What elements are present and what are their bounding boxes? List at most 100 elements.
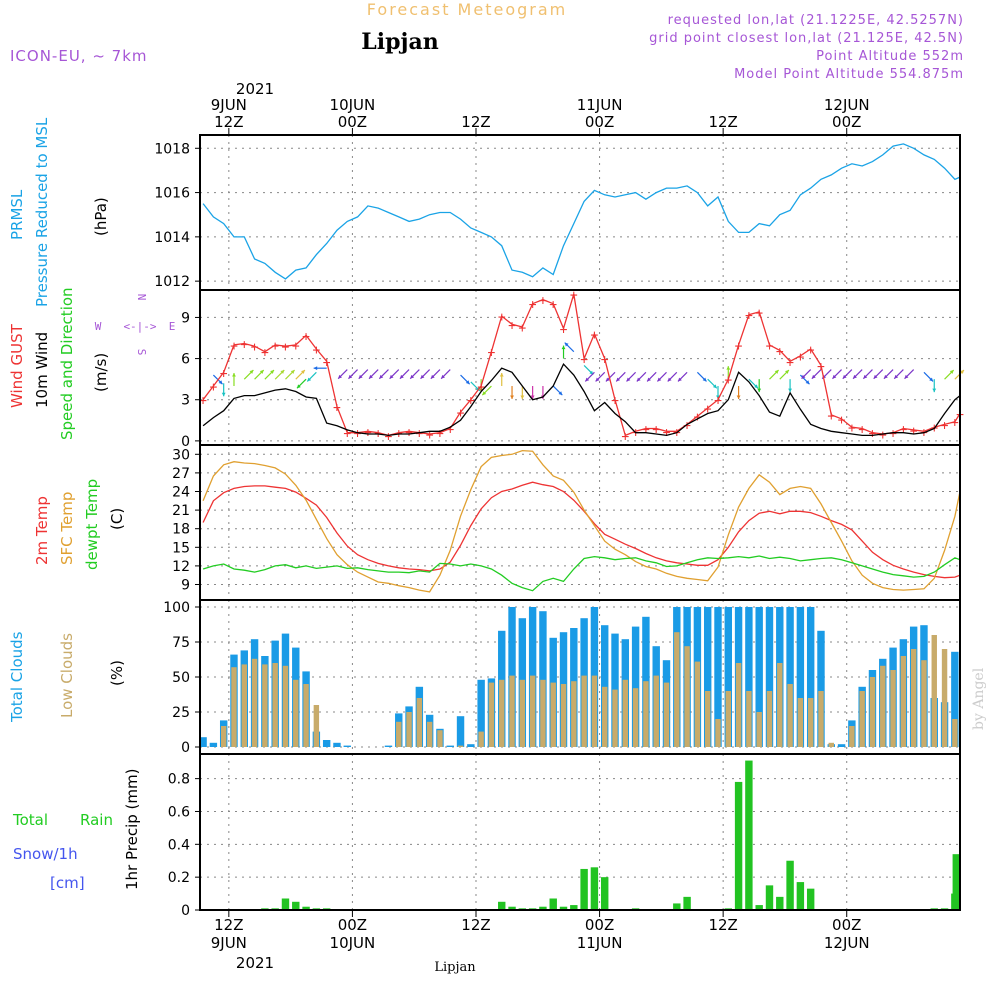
bottom-time-label: 12Z [708, 916, 737, 934]
y-tick-label: 0 [181, 434, 190, 450]
precip-label-snow: Snow/1h [13, 845, 78, 863]
temp-label-sfc: SFC Temp [58, 492, 76, 565]
low-cloud-bar [591, 675, 598, 747]
y-tick-label: 30 [172, 447, 190, 463]
low-cloud-bar [890, 670, 896, 747]
wind-arrow [296, 378, 307, 389]
wind-arrow-head [465, 380, 470, 385]
wind-arrow [337, 369, 348, 380]
bottom-time-label: 00Z [338, 916, 367, 934]
wind-arrow-head [259, 370, 264, 374]
wind-arrow [409, 369, 420, 380]
total-cloud-bar [951, 651, 959, 747]
wind-arrow [788, 379, 792, 393]
low-cloud-bar [921, 660, 927, 747]
bottom-time-label: 12Z [214, 916, 243, 934]
wind-arrow [707, 378, 718, 389]
low-cloud-bar [746, 691, 752, 747]
low-cloud-bar [560, 684, 567, 747]
wind-arrow-head [811, 374, 816, 379]
low-cloud-bar [674, 632, 680, 747]
total-cloud-bar [456, 716, 465, 747]
gust-marker: + [591, 328, 599, 343]
wind-arrow-head [441, 374, 445, 379]
wind-arrow [306, 371, 317, 382]
gust-marker: + [601, 353, 609, 368]
gust-marker: + [580, 353, 588, 368]
temp-label-2m: 2m Temp [33, 496, 51, 565]
precip-label-total: Total [12, 811, 48, 829]
top-time-label: 12Z [461, 113, 490, 131]
y-tick-label: 25 [172, 705, 190, 721]
wind-arrow [264, 369, 275, 380]
wind-arrow-head [949, 370, 954, 374]
low-cloud-bar [807, 698, 814, 747]
total-cloud-bar [467, 744, 475, 747]
temp-labels: 2m Temp SFC Temp dewpt Temp (C) [33, 479, 126, 570]
wind-arrow-head [929, 377, 934, 382]
low-cloud-bar [396, 721, 402, 747]
gust-marker: + [724, 373, 732, 388]
wind-arrow-head [605, 377, 610, 382]
gust-marker: + [570, 288, 578, 303]
low-cloud-bar [457, 745, 464, 747]
precip-bar [796, 882, 805, 910]
y-tick-label: 24 [172, 485, 190, 501]
bottom-date-label: 11JUN [577, 934, 623, 952]
wind-arrow-head [678, 377, 682, 382]
wind-arrow-head [561, 345, 566, 350]
precip-bar [549, 898, 557, 910]
total-cloud-bar [837, 744, 846, 747]
wind-arrow [481, 385, 492, 396]
top-time-label: 00Z [585, 113, 614, 131]
y-tick-label: 0.4 [168, 837, 190, 853]
wind-arrow-head [348, 374, 353, 379]
wind-arrow-head [585, 377, 590, 382]
low-cloud-bar [519, 679, 526, 747]
gust-marker: + [261, 346, 269, 361]
wind-arrow [748, 378, 759, 389]
gust-marker: + [467, 394, 475, 409]
top-time-label: 12Z [214, 113, 243, 131]
wind-arrow-head [301, 370, 305, 374]
compass-s: S [135, 349, 148, 356]
wind-arrow [893, 369, 904, 380]
wind-arrow-head [358, 374, 363, 379]
bottom-time-label: 00Z [585, 916, 614, 934]
low-cloud-bar [797, 698, 804, 747]
wind-arrow [883, 369, 894, 380]
series-dewpt-temp [202, 555, 961, 592]
wind-arrow-head [249, 370, 254, 374]
gust-marker: + [477, 380, 485, 395]
wind-arrow [811, 369, 822, 380]
top-time-label: 12Z [708, 113, 737, 131]
top-time-label: 00Z [832, 113, 861, 131]
total-cloud-bar [343, 745, 351, 747]
gust-marker: + [240, 337, 248, 352]
wind-arrow [636, 371, 647, 382]
wind-arrow [313, 366, 327, 371]
series-sfc-temp [202, 449, 961, 593]
precip-labels: Total Rain Snow/1h [cm] 1hr Precip (mm) [12, 769, 141, 892]
panel-frame-pressure [199, 134, 961, 291]
gust-marker: + [251, 340, 259, 355]
watermark: by Angel [971, 667, 987, 730]
cloud-labels: Total Clouds Low Clouds (%) [8, 631, 126, 723]
wind-arrow-head [369, 374, 373, 379]
y-tick-label: 0.8 [168, 772, 190, 788]
wind-arrow-head [379, 374, 384, 379]
compass-arrow: <-|-> [123, 320, 156, 333]
bottom-date-label: 10JUN [330, 934, 376, 952]
wind-arrow-head [842, 374, 847, 379]
wind-arrow-head [832, 374, 837, 379]
precip-bar [508, 906, 516, 910]
wind-arrow [873, 369, 884, 380]
wind-arrow-head [482, 391, 487, 396]
gust-marker: + [560, 322, 568, 337]
low-cloud-bar [900, 656, 907, 747]
low-cloud-bar [715, 719, 721, 747]
gust-marker: + [786, 355, 794, 370]
wind-arrow-head [313, 366, 318, 371]
wind-arrow-head [736, 395, 741, 400]
low-cloud-bar [478, 731, 484, 747]
